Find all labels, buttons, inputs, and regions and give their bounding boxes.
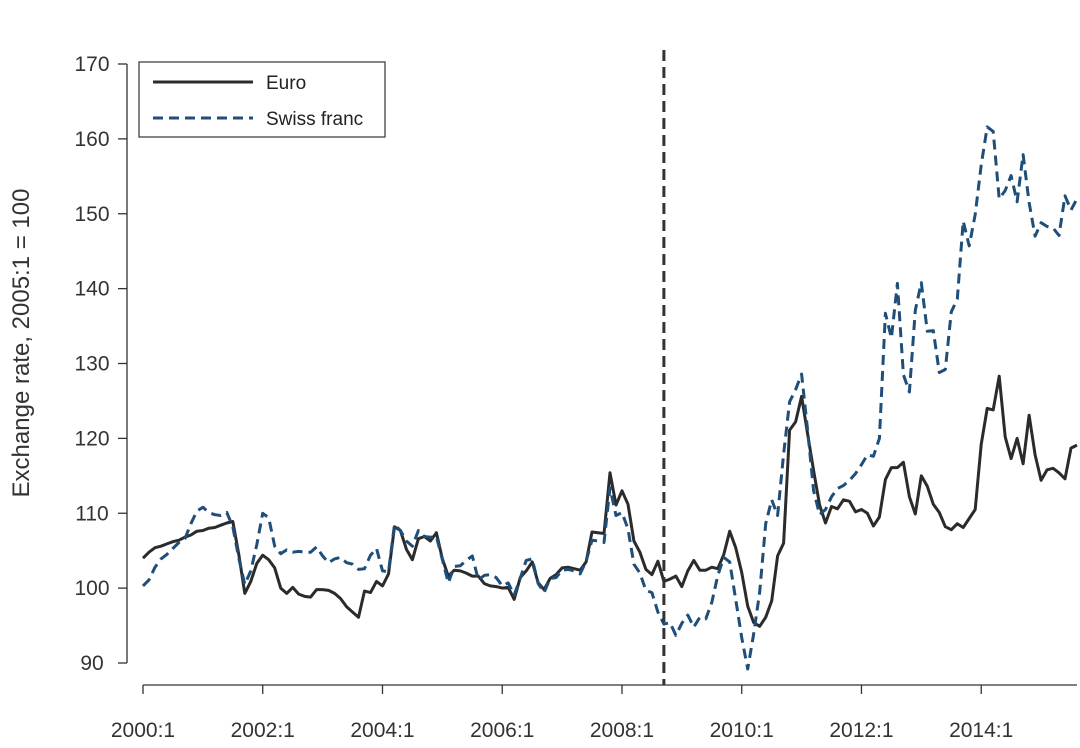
y-tick-label: 140 [74,278,109,301]
series-line-swiss-franc [141,125,1079,671]
x-ticks: 2000:1 2002:1 2004:1 2006:1 2008:1 2010:1 2012… [111,685,1013,742]
legend-label-swiss-franc: Swiss franc [266,109,363,130]
y-tick-label: 90 [80,652,103,675]
y-tick-label: 130 [74,353,109,376]
x-tick-label: 2006:1 [470,719,534,742]
legend-box [138,61,386,138]
x-tick-label: 2002:1 [231,719,295,742]
legend-label-euro: Euro [266,73,306,94]
series-layer [141,125,1079,671]
y-tick-label: 110 [75,502,108,525]
y-ticks: 90 100 110 120 130 140 150 160 170 [74,53,127,675]
y-tick-label: 120 [74,427,109,450]
y-tick-label: 170 [74,53,109,76]
x-tick-label: 2004:1 [350,719,414,742]
x-tick-label: 2000:1 [111,719,175,742]
x-tick-label: 2012:1 [829,719,893,742]
y-tick-label: 160 [74,128,109,151]
y-tick-label: 100 [74,577,109,600]
x-tick-label: 2014:1 [949,719,1013,742]
series-line-euro [141,374,1078,628]
y-axis-title: Exchange rate, 2005:1 = 100 [8,189,35,498]
y-tick-label: 150 [74,203,109,226]
legend: Euro Swiss franc [138,61,386,138]
x-tick-label: 2010:1 [710,719,774,742]
x-tick-label: 2008:1 [590,719,654,742]
